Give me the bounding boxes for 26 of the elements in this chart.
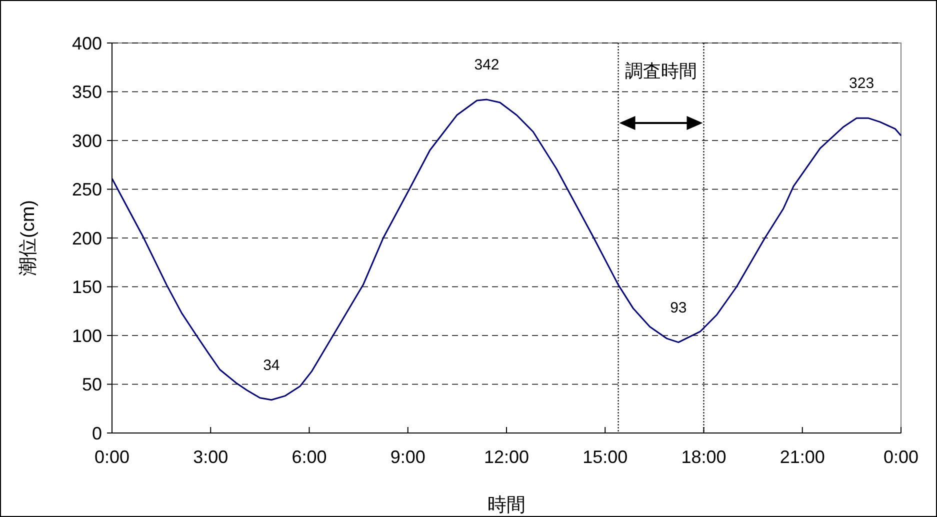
x-tick-label: 18:00: [681, 447, 726, 467]
x-tick-label: 6:00: [292, 447, 327, 467]
y-tick-label: 300: [72, 130, 102, 151]
y-tick-label: 350: [72, 82, 102, 102]
annotation: 調査時間: [625, 61, 698, 81]
y-tick-label: 250: [72, 180, 102, 200]
x-tick-label: 21:00: [780, 447, 825, 467]
annotation: 342: [474, 56, 500, 74]
y-tick-label: 400: [72, 33, 102, 54]
x-tick-label: 0:00: [883, 447, 919, 467]
x-tick-label: 0:00: [94, 447, 130, 467]
y-tick-label: 0: [92, 423, 102, 444]
y-tick-label: 100: [72, 326, 102, 346]
annotation: 93: [670, 299, 687, 316]
y-tick-label: 50: [82, 374, 102, 395]
annotation: 34: [263, 356, 280, 374]
x-tick-label: 12:00: [484, 447, 530, 467]
y-axis-title: 潮位(cm): [18, 200, 39, 276]
y-tick-label: 200: [72, 228, 102, 248]
x-axis-title: 時間: [488, 495, 526, 516]
x-tick-label: 9:00: [390, 447, 426, 467]
x-tick-label: 3:00: [193, 447, 228, 467]
line-series: [111, 98, 902, 401]
annotation: 323: [849, 75, 874, 92]
y-tick-label: 150: [72, 277, 102, 298]
x-tick-label: 15:00: [582, 447, 628, 467]
